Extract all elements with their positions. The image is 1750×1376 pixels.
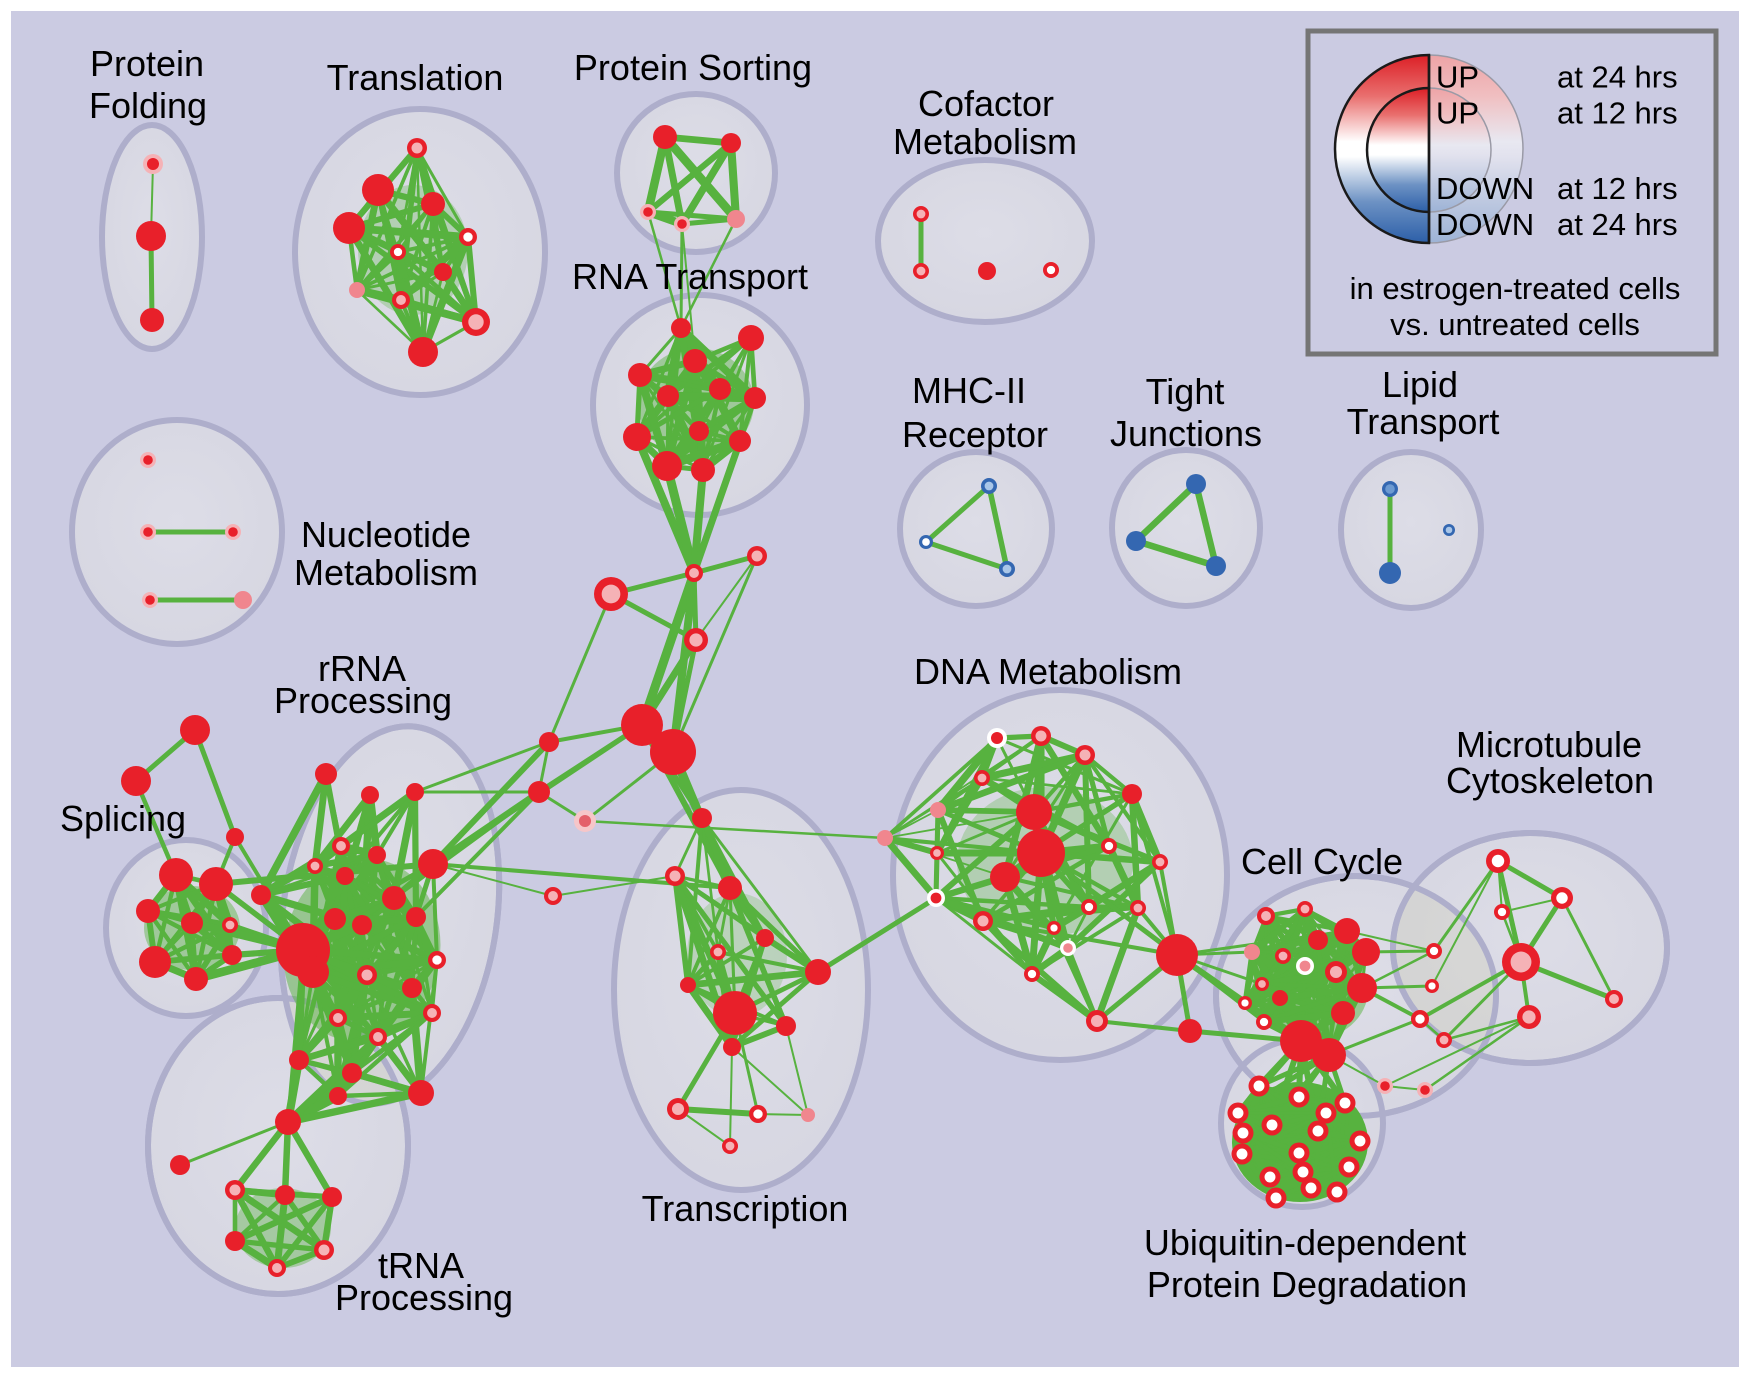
svg-text:tRNA: tRNA — [378, 1245, 464, 1286]
svg-text:Protein Sorting: Protein Sorting — [574, 47, 812, 88]
svg-text:Translation: Translation — [327, 57, 504, 98]
svg-text:rRNA: rRNA — [318, 648, 406, 689]
svg-text:Cytoskeleton: Cytoskeleton — [1446, 760, 1654, 801]
svg-text:at 12 hrs: at 12 hrs — [1557, 171, 1678, 206]
svg-text:Ubiquitin-dependent: Ubiquitin-dependent — [1144, 1222, 1466, 1263]
svg-text:Metabolism: Metabolism — [893, 121, 1077, 162]
svg-text:at 24 hrs: at 24 hrs — [1557, 60, 1678, 95]
svg-text:Transcription: Transcription — [642, 1188, 849, 1229]
svg-text:DNA Metabolism: DNA Metabolism — [914, 651, 1182, 692]
svg-text:Protein: Protein — [90, 43, 204, 84]
svg-text:MHC-II: MHC-II — [912, 370, 1026, 411]
svg-text:UP: UP — [1436, 96, 1479, 131]
svg-text:Folding: Folding — [89, 85, 207, 126]
svg-text:Nucleotide: Nucleotide — [301, 514, 471, 555]
svg-text:Protein Degradation: Protein Degradation — [1147, 1264, 1467, 1305]
svg-text:Microtubule: Microtubule — [1456, 724, 1642, 765]
svg-text:Splicing: Splicing — [60, 798, 186, 839]
svg-text:Transport: Transport — [1347, 401, 1500, 442]
svg-text:RNA Transport: RNA Transport — [572, 256, 808, 297]
svg-text:DOWN: DOWN — [1436, 171, 1534, 206]
svg-text:UP: UP — [1436, 60, 1479, 95]
svg-text:vs. untreated cells: vs. untreated cells — [1390, 307, 1640, 342]
svg-text:at 12 hrs: at 12 hrs — [1557, 96, 1678, 131]
svg-text:Cofactor: Cofactor — [918, 83, 1054, 124]
svg-text:Lipid: Lipid — [1382, 364, 1458, 405]
svg-text:Processing: Processing — [274, 680, 452, 721]
svg-text:Processing: Processing — [335, 1277, 513, 1318]
svg-text:Tight: Tight — [1146, 371, 1225, 412]
svg-text:Cell Cycle: Cell Cycle — [1241, 841, 1403, 882]
svg-text:at 24 hrs: at 24 hrs — [1557, 207, 1678, 242]
svg-text:Receptor: Receptor — [902, 414, 1048, 455]
svg-text:Junctions: Junctions — [1110, 413, 1262, 454]
svg-text:DOWN: DOWN — [1436, 207, 1534, 242]
svg-text:in estrogen-treated cells: in estrogen-treated cells — [1350, 271, 1681, 306]
svg-text:Metabolism: Metabolism — [294, 552, 478, 593]
